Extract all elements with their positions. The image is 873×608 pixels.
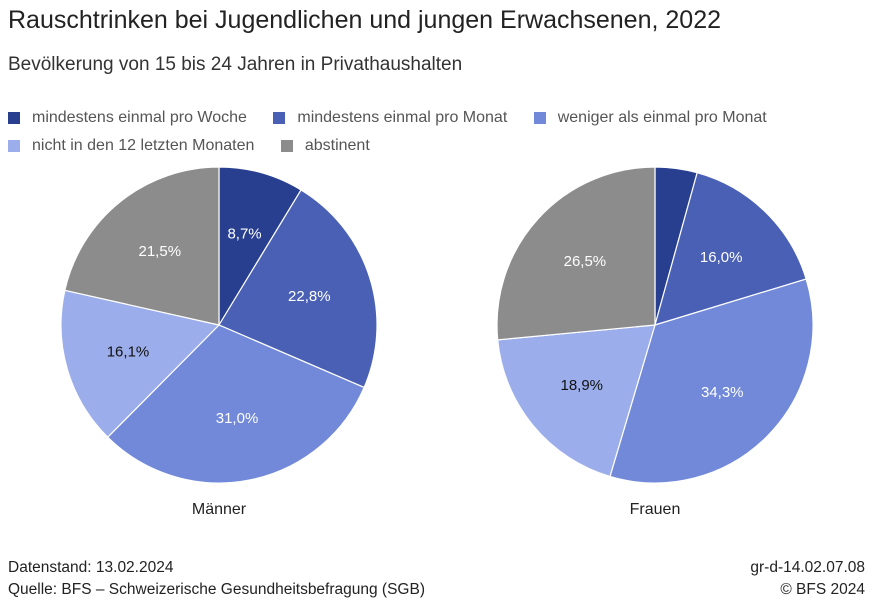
legend-item-abstinent: abstinent [280,132,370,160]
data-label: 31,0% [216,410,259,427]
legend-swatch [8,112,20,124]
legend-swatch [280,140,293,152]
pie-slice [60,289,221,439]
footer-code: gr-d-14.02.07.08 [750,559,865,576]
pie-slice [218,166,302,328]
legend-swatch [273,112,286,124]
footer-copyright: © BFS 2024 [780,581,865,598]
legend-item-monthly: mindestens einmal pro Monat [273,104,507,132]
data-label: 22,8% [288,288,331,305]
data-label: 16,1% [107,344,150,361]
data-label: 34,3% [701,384,744,401]
legend-label: abstinent [304,137,370,154]
legend-swatch [8,140,20,152]
legend-label: mindestens einmal pro Monat [297,109,508,126]
chart-subtitle: Bevölkerung von 15 bis 24 Jahren in Priv… [8,54,463,75]
pie-slice [497,324,656,478]
chart-title: Rauschtrinken bei Jugendlichen und junge… [8,6,722,34]
pie-title: Frauen [630,501,681,518]
data-label: 18,9% [560,377,603,394]
legend-swatch [533,112,546,124]
footer-source: Quelle: BFS – Schweizerische Gesundheits… [8,581,425,598]
pie-title: Männer [192,501,247,518]
pie-slice [64,166,220,326]
legend-item-less-monthly: weniger als einmal pro Monat [533,104,767,132]
pie-slice [654,171,807,326]
pie-slice [106,324,365,484]
legend-item-not-12-months: nicht in den 12 letzten Monaten [8,132,254,160]
footer-datenstand: Datenstand: 13.02.2024 [8,559,174,576]
data-label: 26,5% [564,253,607,270]
legend-label: mindestens einmal pro Woche [32,109,247,126]
pie-slice [218,189,378,389]
legend-label: weniger als einmal pro Monat [557,109,767,126]
pie-slice [609,278,814,484]
data-label: 16,0% [700,249,743,266]
legend: mindestens einmal pro Woche mindestens e… [8,104,868,160]
legend-item-weekly: mindestens einmal pro Woche [8,104,247,132]
legend-label: nicht in den 12 letzten Monaten [32,137,255,154]
data-label: 8,7% [227,226,261,243]
data-label: 21,5% [139,243,182,260]
pie-slice [496,166,656,341]
